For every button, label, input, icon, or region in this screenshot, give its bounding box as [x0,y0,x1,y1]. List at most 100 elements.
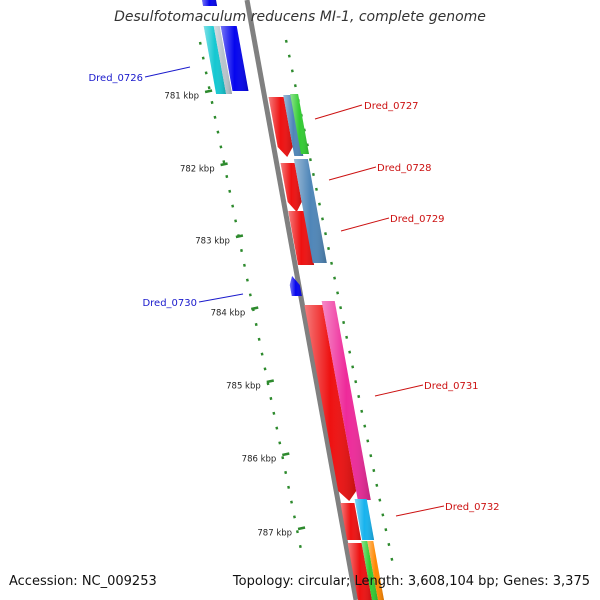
gene-dred-0728-shade [280,163,302,212]
ruler-label: 785 kbp [226,382,261,392]
ruler-major-tick [266,379,275,384]
gene-dred-0730-shade [289,276,302,296]
leader-line [340,217,390,232]
ruler-minor-tick [324,232,327,236]
ruler-minor-tick [321,217,324,221]
gene-dred-0729-red-shade [288,211,315,265]
gene-dred-0731-shade [321,301,371,500]
ruler-minor-tick [318,202,321,206]
ruler-minor-tick [378,498,382,502]
ruler-label: 782 kbp [180,165,215,175]
ruler-minor-tick [242,263,246,267]
ruler-minor-tick [234,219,238,223]
ruler-minor-tick [372,468,376,473]
ruler-minor-tick [354,380,358,384]
leader-line [198,293,244,303]
ruler-minor-tick [219,145,223,149]
ruler-minor-tick [254,322,258,327]
ruler-minor-tick [298,544,302,549]
leader-line [374,384,424,397]
ruler-minor-tick [257,337,261,341]
ruler-minor-tick [336,291,340,295]
ruler-minor-tick [260,352,264,356]
ruler-minor-tick [384,528,388,532]
genome-summary: Topology: circular; Length: 3,608,104 bp… [232,574,590,589]
gene-label[interactable]: Dred_0729 [390,214,445,225]
gene-label[interactable]: Dred_0726 [88,73,143,84]
gene-dred-0727-green-shade [290,94,309,154]
ruler-minor-tick [345,335,349,339]
ruler-minor-tick [278,441,282,445]
gene-labels: Dred_0726 Dred_0727 Dred_0728 Dred_0729 Dred… [88,66,500,517]
gene-dred-0732-red-shade [340,503,362,540]
ruler-minor-tick [281,456,285,460]
ruler-minor-tick [269,396,273,401]
ruler-minor-tick [293,515,296,519]
ruler-minor-tick [295,530,299,534]
ruler-label: 786 kbp [242,455,277,465]
gene-dred-0726-grey-shade [213,26,233,94]
ruler-major-tick [297,526,306,531]
gene-label[interactable]: Dred_0732 [445,502,500,513]
ruler-minor-tick [284,470,288,475]
ruler-minor-tick [216,130,220,134]
ruler-minor-tick [248,293,252,297]
ruler-labels: 781 kbp 782 kbp 783 kbp 784 kbp 785 kbp 786 k… [164,89,306,539]
ruler-label: 784 kbp [211,309,246,319]
gene-label[interactable]: Dred_0730 [142,298,197,309]
ruler-minor-tick [351,365,355,369]
accession-text: Accession: NC_009253 [9,574,157,589]
ruler-minor-tick [263,367,267,371]
ruler-minor-tick [330,261,334,265]
ruler-minor-tick [314,187,318,191]
gene-label[interactable]: Dred_0731 [424,381,479,392]
ruler-minor-tick [357,394,361,399]
ruler-minor-tick [387,542,391,547]
gene-bottom-red-shade [347,543,372,600]
ruler-minor-tick [342,320,346,325]
ruler-major-tick [250,306,259,311]
ruler-minor-tick [207,86,211,90]
gene-dred-0732-shade [354,499,375,540]
ruler-minor-tick [284,39,288,43]
ruler-minor-tick [366,439,370,443]
ruler-minor-tick [363,424,367,428]
gene-dred-0727-blue-shade [283,95,304,156]
ruler-minor-tick [275,426,279,430]
ruler-minor-tick [231,204,235,208]
ruler-minor-tick [222,160,226,164]
gene-dred-0726-cyan-shade [203,26,227,94]
ruler-minor-tick [228,189,232,193]
leader-line [395,505,445,517]
ruler-label: 787 kbp [257,529,292,539]
gene-dred-0727-red-shade [268,97,293,157]
ruler-minor-tick [311,172,315,177]
ruler-minor-tick [225,174,229,179]
gene-dred-0729-shade [293,159,327,263]
leader-line [328,166,377,181]
ruler-minor-tick [213,115,217,119]
ruler-minor-tick [308,158,312,162]
ruler-minor-tick [201,56,205,60]
ruler-minor-tick [204,71,208,75]
gene-dred-0731-red-shade [304,305,357,501]
gene-dred-0726-shade [220,26,249,91]
gene-label[interactable]: Dred_0727 [364,101,419,112]
gene-features [202,0,384,600]
ruler-major-tick [204,89,213,94]
ruler-minor-tick [339,306,343,310]
ruler-minor-tick [360,409,364,413]
ruler-minor-tick [305,143,309,147]
ruler-minor-tick [293,84,297,88]
ruler-minor-tick [287,54,291,58]
ruler-label: 783 kbp [195,237,230,247]
ruler-minor-tick [287,485,291,489]
gene-label[interactable]: Dred_0728 [377,163,432,174]
ruler-major-tick [282,452,290,457]
ruler-minor-tick [210,100,214,105]
ruler-minor-tick [333,276,337,280]
ruler-minor-tick [327,246,331,251]
map-title: Desulfotomaculum reducens MI-1, complete… [114,9,486,25]
ruler-minor-tick [381,513,385,517]
